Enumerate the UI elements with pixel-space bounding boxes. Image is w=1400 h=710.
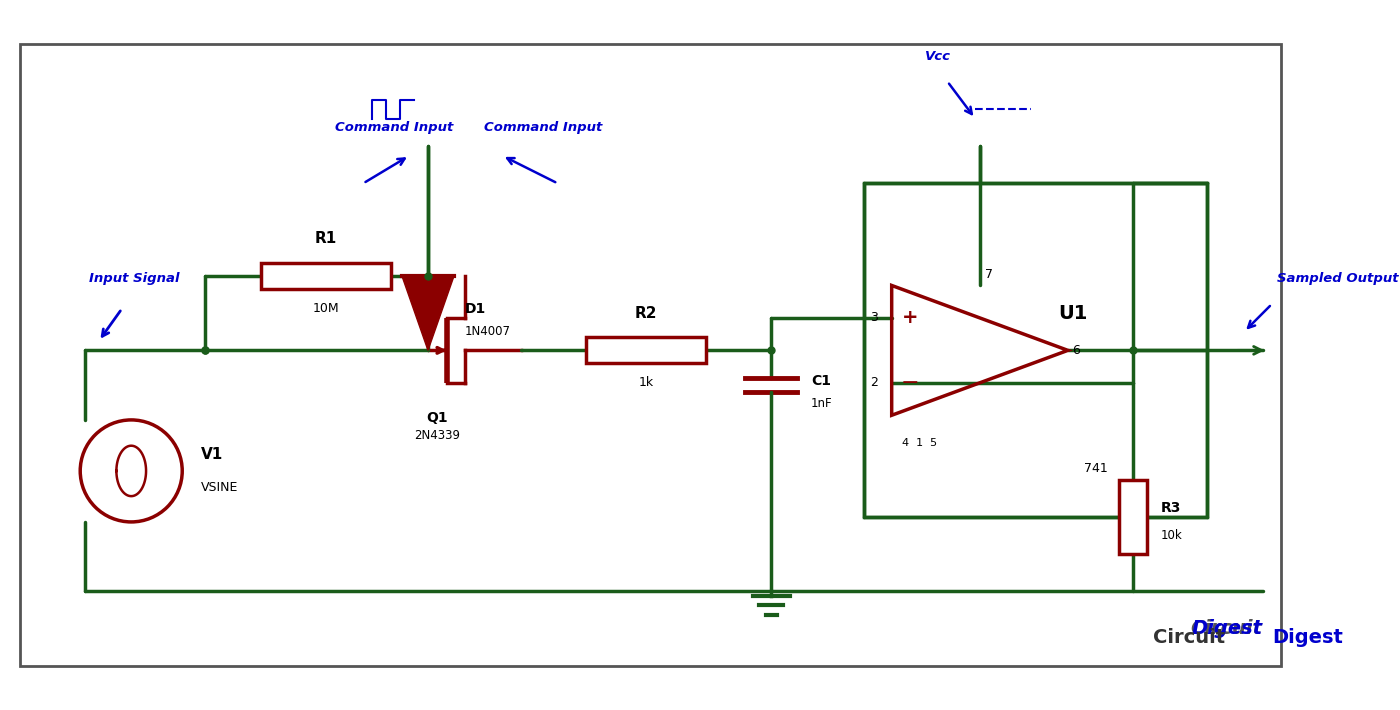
Text: 4  1  5: 4 1 5 bbox=[902, 439, 937, 449]
Text: V1: V1 bbox=[200, 447, 223, 462]
FancyBboxPatch shape bbox=[20, 44, 1281, 666]
Text: VSINE: VSINE bbox=[200, 481, 238, 494]
Text: +: + bbox=[902, 308, 918, 327]
Text: Circuit: Circuit bbox=[1191, 619, 1263, 638]
Text: Input Signal: Input Signal bbox=[90, 273, 181, 285]
Text: R2: R2 bbox=[634, 306, 657, 321]
Text: C1: C1 bbox=[811, 373, 832, 388]
Text: 1k: 1k bbox=[638, 376, 654, 389]
Text: 2N4339: 2N4339 bbox=[414, 429, 461, 442]
Text: Command Input: Command Input bbox=[335, 121, 454, 134]
Text: 7: 7 bbox=[986, 268, 993, 281]
Text: D1: D1 bbox=[465, 302, 486, 316]
Text: Circuit: Circuit bbox=[1154, 628, 1225, 647]
Text: Command Input: Command Input bbox=[483, 121, 602, 134]
Bar bbox=[1119, 480, 1147, 555]
Text: 6: 6 bbox=[1072, 344, 1081, 357]
Bar bbox=[585, 337, 706, 364]
Text: −: − bbox=[902, 373, 920, 393]
Polygon shape bbox=[402, 276, 454, 350]
Text: 3: 3 bbox=[869, 312, 878, 324]
Text: 2: 2 bbox=[869, 376, 878, 389]
Bar bbox=[260, 263, 391, 289]
Text: Sampled Output: Sampled Output bbox=[1277, 273, 1399, 285]
Text: Q1: Q1 bbox=[427, 410, 448, 425]
Text: Digest: Digest bbox=[1191, 619, 1263, 638]
Text: R3: R3 bbox=[1161, 501, 1182, 515]
Text: Digest: Digest bbox=[1273, 628, 1343, 647]
Text: U1: U1 bbox=[1058, 304, 1088, 323]
Text: 10M: 10M bbox=[312, 302, 339, 315]
Text: 1nF: 1nF bbox=[811, 397, 833, 410]
Text: 10k: 10k bbox=[1161, 530, 1183, 542]
Bar bbox=[864, 183, 1207, 518]
Text: 1N4007: 1N4007 bbox=[465, 325, 511, 339]
Text: 741: 741 bbox=[1084, 462, 1107, 475]
Text: Vcc: Vcc bbox=[925, 50, 951, 63]
Text: R1: R1 bbox=[315, 231, 337, 246]
